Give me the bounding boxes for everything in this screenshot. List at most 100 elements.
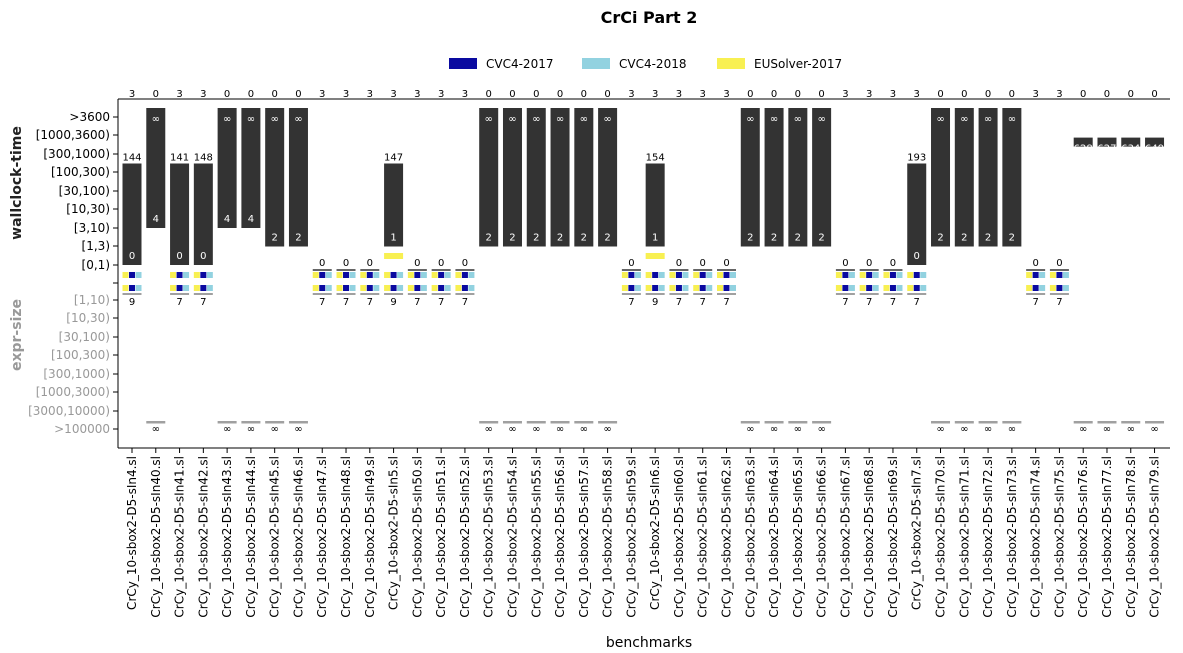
size-swatch-cvc18-3 — [206, 272, 213, 278]
time-bottom-label-0: 0 — [129, 251, 135, 262]
size-label-17: ∞ — [532, 424, 540, 435]
x-tick-label-34: CrCy_10-sbox2-D5-sIn70.sl — [934, 456, 948, 618]
size-swatch2-cvc18-9 — [349, 285, 356, 291]
time-zero-label-13: 0 — [438, 258, 444, 269]
x-tick-label-3: CrCy_10-sbox2-D5-sIn42.sl — [196, 456, 210, 618]
time-top-label-26: ∞ — [746, 114, 754, 125]
time-bar-4 — [217, 108, 237, 228]
time-top-label-11: 147 — [384, 153, 403, 164]
size-swatch2-cvc18-11 — [397, 285, 404, 291]
x-tick-label-15: CrCy_10-sbox2-D5-sIn53.sl — [482, 456, 496, 618]
time-bar-5 — [241, 108, 261, 228]
top-count-29: 0 — [818, 89, 824, 100]
time-tick-label-6: [3,10) — [74, 221, 110, 235]
time-bar-18 — [550, 108, 570, 247]
time-top-label-1: ∞ — [152, 114, 160, 125]
size-label-31: 7 — [866, 297, 872, 308]
size-swatch-cvc17-3 — [200, 272, 207, 278]
time-bar-27 — [764, 108, 784, 247]
size-label-12: 7 — [414, 297, 420, 308]
size-tick-label-1: [10,30) — [66, 311, 110, 325]
time-top-label-29: ∞ — [817, 114, 825, 125]
size-swatch2-cvc18-22 — [658, 285, 665, 291]
size-swatch-cvc18-10 — [373, 272, 380, 278]
size-label-19: ∞ — [580, 424, 588, 435]
size-bar-27 — [764, 421, 784, 424]
size-label-6: ∞ — [271, 424, 279, 435]
size-swatch-eu-32 — [883, 272, 890, 278]
time-bottom-label-2: 0 — [176, 251, 182, 262]
size-swatch-eu-33 — [907, 272, 914, 278]
size-swatch-eu-30 — [835, 272, 842, 278]
size-bar-20 — [598, 421, 618, 424]
size-label-35: ∞ — [960, 424, 968, 435]
x-tick-label-38: CrCy_10-sbox2-D5-sIn74.sl — [1029, 456, 1043, 618]
size-swatch-cvc18-13 — [444, 272, 451, 278]
time-bar-1 — [146, 108, 166, 228]
size-label-38: 7 — [1032, 297, 1038, 308]
size-swatch-eu-8 — [312, 272, 319, 278]
size-label-0: 9 — [129, 297, 135, 308]
top-count-6: 0 — [271, 89, 277, 100]
size-swatch2-eu-12 — [407, 285, 414, 291]
size-swatch-cvc17-13 — [438, 272, 445, 278]
time-bar-33 — [907, 163, 927, 265]
top-count-32: 3 — [890, 89, 896, 100]
time-zero-label-21: 0 — [628, 258, 634, 269]
time-top-label-41: 627 — [1097, 144, 1116, 155]
top-count-3: 3 — [200, 89, 206, 100]
size-label-13: 7 — [438, 297, 444, 308]
time-top-label-28: ∞ — [794, 114, 802, 125]
size-bar-15 — [479, 421, 499, 424]
size-label-10: 7 — [367, 297, 373, 308]
top-count-4: 0 — [224, 89, 230, 100]
size-swatch-cvc18-39 — [1062, 272, 1069, 278]
size-bar-43 — [1145, 421, 1165, 424]
size-tick-label-5: [1000,3000) — [36, 385, 110, 399]
size-bar-41 — [1097, 421, 1117, 424]
time-bottom-label-20: 2 — [604, 233, 610, 244]
x-tick-label-24: CrCy_10-sbox2-D5-sIn61.sl — [696, 456, 710, 618]
time-bar-15 — [479, 108, 499, 247]
size-swatch2-cvc17-23 — [675, 285, 682, 291]
size-swatch2-cvc18-2 — [183, 285, 190, 291]
top-count-31: 3 — [866, 89, 872, 100]
time-bottom-label-36: 2 — [985, 233, 991, 244]
size-label-24: 7 — [700, 297, 706, 308]
top-count-24: 3 — [700, 89, 706, 100]
size-swatch-eu-0 — [122, 272, 129, 278]
size-label-14: 7 — [462, 297, 468, 308]
size-swatch2-cvc17-10 — [366, 285, 373, 291]
size-label-30: 7 — [842, 297, 848, 308]
time-bar-6 — [265, 108, 285, 247]
size-swatch-cvc17-39 — [1056, 272, 1063, 278]
x-tick-label-23: CrCy_10-sbox2-D5-sIn60.sl — [672, 456, 686, 618]
x-tick-label-8: CrCy_10-sbox2-D5-sIn47.sl — [315, 456, 329, 618]
size-swatch2-cvc18-38 — [1039, 285, 1046, 291]
time-bar-34 — [931, 108, 951, 247]
x-tick-label-25: CrCy_10-sbox2-D5-sIn62.sl — [720, 456, 734, 618]
size-tick-label-7: >100000 — [54, 422, 110, 436]
x-tick-label-26: CrCy_10-sbox2-D5-sIn63.sl — [743, 456, 757, 618]
size-swatch-eu-3 — [193, 272, 200, 278]
size-bar-29 — [812, 421, 832, 424]
size-tick-label-0: [1,10) — [74, 293, 110, 307]
y-axis-title-size: expr-size — [9, 299, 25, 371]
time-bottom-label-15: 2 — [486, 233, 492, 244]
size-swatch-cvc18-32 — [896, 272, 903, 278]
size-label-11: 9 — [390, 297, 396, 308]
size-swatch2-eu-23 — [669, 285, 676, 291]
size-swatch2-eu-30 — [835, 285, 842, 291]
x-tick-label-41: CrCy_10-sbox2-D5-sIn77.sl — [1100, 456, 1114, 618]
time-top-label-40: 628 — [1074, 144, 1093, 155]
size-label-28: ∞ — [794, 424, 802, 435]
size-swatch2-eu-0 — [122, 285, 129, 291]
size-label-3: 7 — [200, 297, 206, 308]
size-swatch-cvc17-12 — [414, 272, 421, 278]
top-count-19: 0 — [581, 89, 587, 100]
x-tick-label-13: CrCy_10-sbox2-D5-sIn51.sl — [434, 456, 448, 618]
chart-marks: 314409CrCy_10-sbox2-D5-sIn4.sl0∞4∞CrCy_1… — [122, 89, 1164, 618]
size-swatch2-cvc18-13 — [444, 285, 451, 291]
top-count-25: 3 — [723, 89, 729, 100]
time-top-label-18: ∞ — [556, 114, 564, 125]
